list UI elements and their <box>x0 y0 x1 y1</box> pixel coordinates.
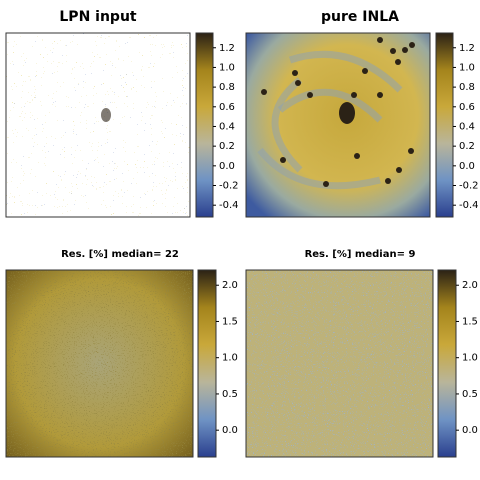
heatmap-swirl <box>277 88 383 123</box>
heatmap-dot <box>295 80 301 86</box>
colorbar-tick-label: 1.0 <box>462 353 478 364</box>
heatmap-eye <box>101 108 111 122</box>
colorbar-tick-label: 1.0 <box>219 62 235 73</box>
panel: Res. [%] median= 9 0.0 0.5 1.0 1.5 2.0 <box>245 249 478 458</box>
colorbar-tick-label: 0.8 <box>459 82 475 93</box>
heatmap-dot <box>409 42 415 48</box>
heatmap-dot <box>377 37 383 43</box>
colorbar-tick-label: 1.2 <box>219 43 235 54</box>
heatmap-frame <box>245 269 434 458</box>
panel-title: Res. [%] median= 22 <box>61 249 179 260</box>
colorbar-tick-label: 1.0 <box>459 62 475 73</box>
heatmap-texture <box>246 270 433 457</box>
panel: Res. [%] median= 22 0.0 0.5 1.0 1.5 2.0 <box>5 249 238 458</box>
heatmap-dot <box>390 48 396 54</box>
colorbar-tick-label: 1.2 <box>459 43 475 54</box>
colorbar-tick-label: -0.2 <box>219 181 239 192</box>
colorbar-tick-label: 0.6 <box>219 102 235 113</box>
colorbar-tick-label: 1.5 <box>462 316 478 327</box>
heatmap-dot <box>395 59 401 65</box>
heatmap-frame <box>5 32 191 218</box>
heatmap-dot <box>307 92 313 98</box>
heatmap-dot <box>396 167 402 173</box>
colorbar <box>195 32 214 218</box>
heatmap-dot <box>261 89 267 95</box>
panel-title: LPN input <box>59 9 137 25</box>
colorbar <box>437 269 457 458</box>
heatmap-dot <box>385 178 391 184</box>
colorbar-tick-label: 0.4 <box>459 121 475 132</box>
colorbar-tick-label: 2.0 <box>222 280 238 291</box>
colorbar-tick-label: 0.6 <box>459 102 475 113</box>
heatmap-eye <box>339 102 355 124</box>
colorbar-tick-label: 0.0 <box>219 161 235 172</box>
colorbar-tick-label: 0.2 <box>219 141 235 152</box>
panel: LPN input -0.4 -0.2 0.0 0.2 0.4 0.6 0.8 1.0 1.2 <box>5 9 239 218</box>
colorbar-tick-label: 0.4 <box>219 121 235 132</box>
panel-title: Res. [%] median= 9 <box>305 249 416 260</box>
heatmap-texture <box>6 33 190 217</box>
heatmap-frame <box>245 32 431 218</box>
colorbar-tick-label: 0.0 <box>222 425 238 436</box>
heatmap-swirl <box>288 50 403 93</box>
heatmap-dot <box>377 92 383 98</box>
colorbar-tick-label: 0.2 <box>459 141 475 152</box>
heatmap-swirl <box>271 77 303 173</box>
panel: pure INLA -0.4 -0.2 0.0 0.2 0.4 0.6 0.8 1.0 1.2 <box>245 9 479 218</box>
colorbar <box>435 32 454 218</box>
colorbar-tick-label: 0.0 <box>462 425 478 436</box>
heatmap-dot <box>292 70 298 76</box>
heatmap-dot <box>280 157 286 163</box>
heatmap-dot <box>408 148 414 154</box>
heatmap-dot <box>351 92 357 98</box>
colorbar-tick-label: 0.0 <box>459 161 475 172</box>
panel-title: pure INLA <box>321 9 399 25</box>
heatmap-frame <box>5 269 194 458</box>
colorbar-tick-label: 1.0 <box>222 353 238 364</box>
heatmap-texture <box>6 270 193 457</box>
colorbar-tick-label: 1.5 <box>222 316 238 327</box>
colorbar <box>197 269 217 458</box>
colorbar-tick-label: -0.2 <box>459 181 479 192</box>
colorbar-tick-label: -0.4 <box>459 200 479 211</box>
heatmap-dot <box>362 68 368 74</box>
heatmap-dot <box>402 47 408 53</box>
colorbar-tick-label: 2.0 <box>462 280 478 291</box>
colorbar-tick-label: 0.5 <box>222 389 238 400</box>
heatmap-swirl <box>257 147 381 190</box>
colorbar-tick-label: 0.8 <box>219 82 235 93</box>
colorbar-tick-label: -0.4 <box>219 200 239 211</box>
heatmap-dot <box>354 153 360 159</box>
colorbar-tick-label: 0.5 <box>462 389 478 400</box>
heatmap-dot <box>323 181 329 187</box>
